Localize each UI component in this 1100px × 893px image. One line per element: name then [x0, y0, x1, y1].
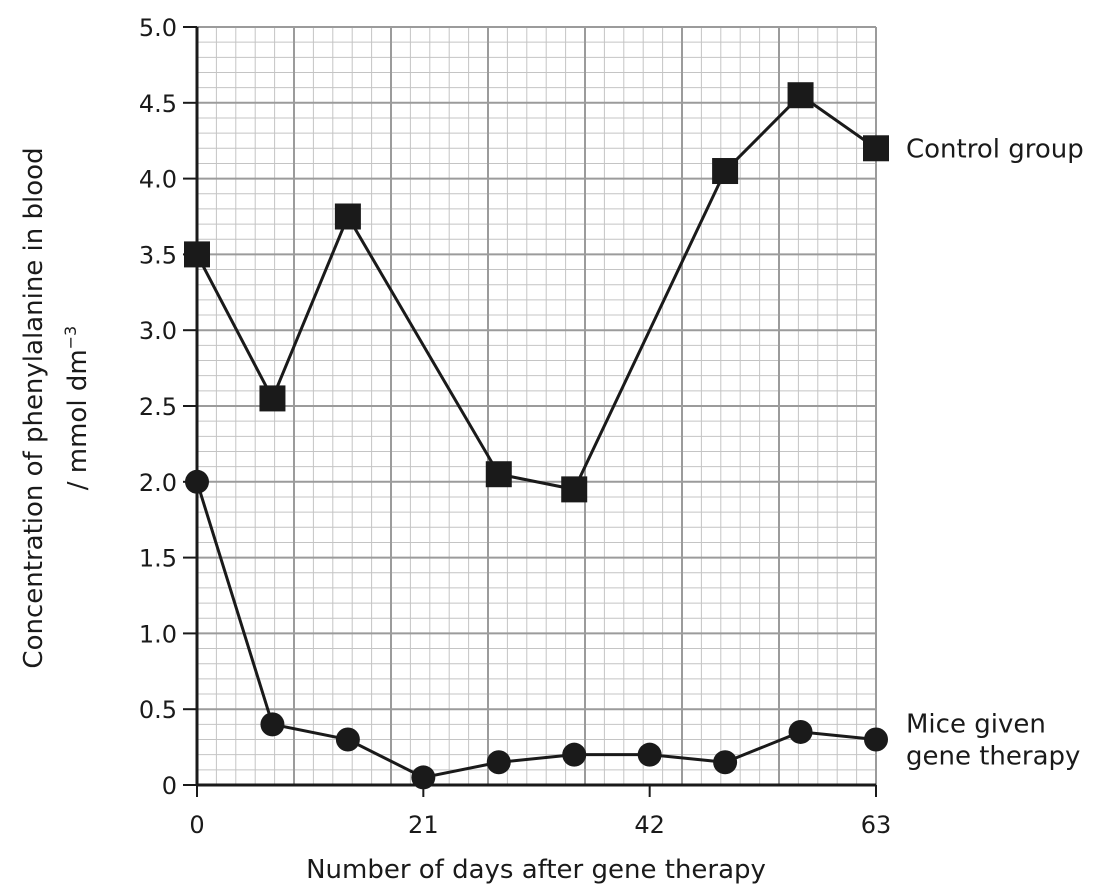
y-tick-label: 3.5: [139, 241, 177, 269]
control-marker: [334, 203, 361, 230]
x-axis-title: Number of days after gene therapy: [306, 855, 766, 885]
control-marker: [712, 158, 739, 185]
therapy-marker: [260, 712, 285, 737]
series-label-2: Mice given: [906, 710, 1046, 740]
y-axis-unit-superscript: −3: [61, 326, 80, 350]
control-marker: [863, 135, 889, 162]
therapy-marker: [411, 765, 436, 790]
therapy-marker: [713, 750, 738, 775]
y-tick-label: 5.0: [139, 14, 177, 42]
series-markers: [184, 82, 889, 790]
series-label-1: Control group: [906, 134, 1084, 164]
y-axis-title-line2: / mmol dm−3: [61, 326, 93, 491]
grid-major: [196, 26, 877, 786]
y-tick-label: 3.0: [139, 317, 177, 345]
y-tick-label: 2.5: [139, 393, 177, 421]
y-tick-label: 0: [162, 772, 177, 800]
y-axis-title-line1: Concentration of phenylalanine in blood: [19, 147, 49, 668]
x-tick-label: 63: [861, 811, 892, 839]
x-tick-label: 42: [634, 811, 665, 839]
therapy-marker: [486, 750, 511, 775]
therapy-marker: [335, 727, 360, 752]
therapy-marker: [562, 742, 587, 767]
control-marker: [259, 385, 286, 412]
x-tick-label: 21: [408, 811, 439, 839]
therapy-marker: [637, 742, 662, 767]
control-marker: [561, 476, 588, 503]
control-marker: [787, 82, 814, 109]
y-axis-unit: / mmol dm: [63, 349, 93, 490]
y-tick-label: 4.0: [139, 166, 177, 194]
therapy-marker: [185, 469, 209, 494]
therapy-marker: [864, 727, 888, 752]
series-label-2: gene therapy: [906, 742, 1080, 772]
ticks: 0 0.5 1.0 1.5 2.0 2.5 3.0 3.5 4.0 4.5 5.0 0 21 42 63: [139, 14, 891, 839]
y-tick-label: 0.5: [139, 696, 177, 724]
control-marker: [485, 461, 512, 488]
y-tick-label: 4.5: [139, 90, 177, 118]
series-line-2: [195, 481, 877, 779]
y-tick-label: 1.5: [139, 545, 177, 573]
therapy-marker: [788, 719, 813, 744]
y-tick-label: 1.0: [139, 620, 177, 648]
y-tick-label: 2.0: [139, 469, 177, 497]
series-line-1: [195, 93, 877, 492]
x-tick-label: 0: [189, 811, 204, 839]
control-marker: [184, 241, 210, 268]
